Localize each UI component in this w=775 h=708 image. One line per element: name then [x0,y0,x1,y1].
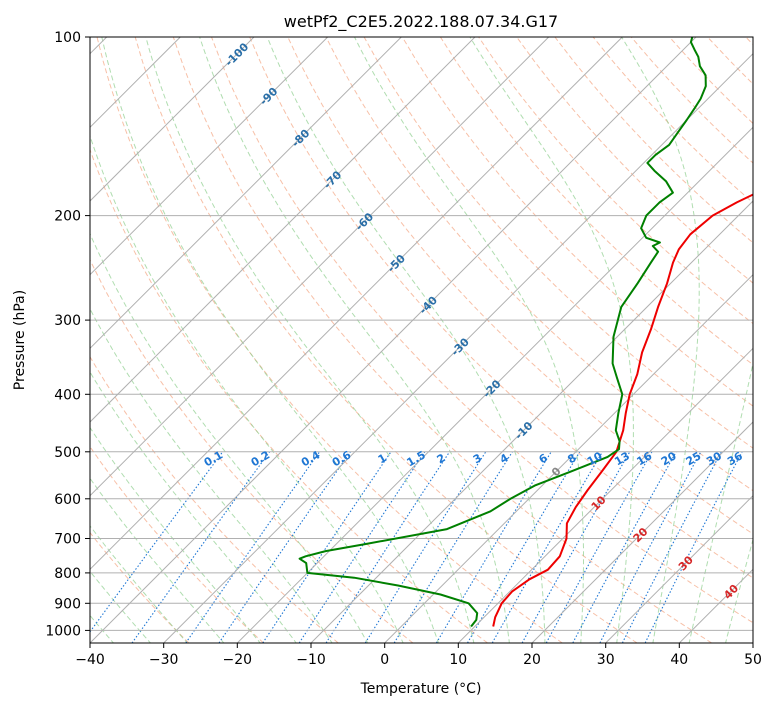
x-axis-label: Temperature (°C) [360,681,482,697]
x-tick-label: 30 [597,652,615,668]
x-tick-label: −20 [223,652,253,668]
y-tick-label: 500 [54,445,81,461]
x-tick-label: −30 [149,652,179,668]
y-tick-label: 400 [54,387,81,403]
y-tick-label: 700 [54,532,81,548]
mixing-ratio-line [545,451,653,643]
dry-adiabat [401,37,753,407]
moist-adiabat [90,307,333,643]
dry-adiabat [439,37,753,366]
dry-adiabat [516,37,753,284]
mixing-ratio-line [325,451,451,643]
isotherm-gridline [90,37,623,571]
mixing-ratio-line [644,451,743,643]
mixing-ratio-line [218,451,351,643]
mixing-ratio-line [521,451,631,643]
y-tick-label: 600 [54,492,81,508]
isotherm-gridline [90,37,550,497]
dry-adiabat [96,37,563,643]
moist-adiabat [90,426,261,643]
dry-adiabat [90,445,264,643]
moist-adiabat [90,477,225,643]
x-tick-label: 50 [744,652,762,668]
moist-adiabat [725,537,753,643]
dry-adiabat [90,355,339,643]
isotherm-gridline [90,37,697,643]
y-tick-label: 1000 [45,623,81,639]
chart-title: wetPf2_C2E5.2022.188.07.34.G17 [284,12,558,32]
x-tick-label: 10 [449,652,467,668]
mixing-ratio-line [131,451,271,643]
isotherm-gridline [531,421,753,643]
mixing-ratio-line [435,451,552,643]
moist-adiabat [469,37,634,643]
dry-adiabat [90,148,488,643]
isotherm-gridline [752,642,753,643]
mixing-ratio-line [393,451,513,643]
dry-adiabat [90,531,190,643]
x-tick-label: 40 [670,652,688,668]
dewpoint-profile-line [298,37,707,628]
plot-background [90,37,753,643]
isotherm-gridline [457,347,753,643]
mixing-ratio-line [298,451,426,643]
tick-layer: −40 −30 −20 −10 0 10 20 30 40 50 100 200 300 400 500 60… [45,30,762,668]
y-tick-label: 900 [54,596,81,612]
isotherm-gridline [163,52,753,643]
y-tick-label: 200 [54,209,81,225]
isotherm-gridline [605,494,753,643]
isotherm-gridline [384,273,753,643]
isotherm-gridline [90,37,255,202]
moist-adiabat [688,361,753,643]
y-tick-label: 800 [54,566,81,582]
mixing-ratio-line [364,451,487,643]
y-tick-label: 300 [54,313,81,329]
moist-adiabat [90,134,404,643]
x-tick-label: 0 [380,652,389,668]
moist-adiabat [101,37,440,643]
mixing-ratio-line [572,451,677,643]
isotherm-gridline [90,37,329,276]
dry-adiabat [325,37,753,492]
x-tick-label: −10 [296,652,326,668]
x-tick-label: −40 [75,652,105,668]
dry-adiabat [134,37,638,643]
series-layer [298,37,753,628]
plot-frame [89,36,754,644]
mixing-ratio-line [185,451,321,643]
dry-adiabat [172,37,712,643]
temperature-profile-line [492,193,753,627]
moist-adiabat [354,37,584,643]
y-axis-label: Pressure (hPa) [12,290,28,390]
mixing-ratio-line [90,451,224,633]
dry-adiabat [211,37,753,624]
isotherm-gridline [90,37,476,423]
moist-adiabat [266,37,546,643]
dry-adiabat [249,37,753,579]
isotherm-gridline [90,37,402,350]
moist-adiabat [621,37,700,643]
isotherm-gridline [236,126,753,643]
y-tick-label: 100 [54,30,81,46]
x-tick-label: 20 [523,652,541,668]
moist-adiabat [90,232,369,643]
mixing-ratio-line [262,451,392,643]
mixing-ratio-line [599,451,702,643]
mixing-ratio-line [621,451,722,643]
